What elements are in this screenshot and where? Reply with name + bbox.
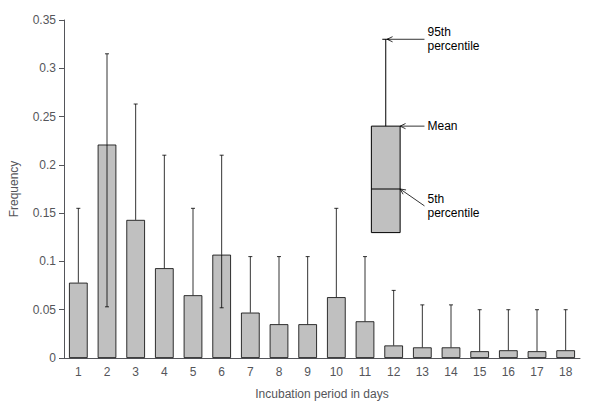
- svg-text:8: 8: [276, 365, 283, 379]
- svg-text:95th: 95th: [427, 25, 450, 39]
- svg-text:13: 13: [416, 365, 430, 379]
- svg-text:11: 11: [359, 365, 372, 379]
- svg-text:0.3: 0.3: [39, 61, 56, 75]
- svg-text:15: 15: [473, 365, 487, 379]
- svg-text:0.35: 0.35: [33, 13, 57, 27]
- svg-text:16: 16: [502, 365, 516, 379]
- svg-text:10: 10: [330, 365, 344, 379]
- svg-text:0.25: 0.25: [33, 110, 57, 124]
- svg-text:Frequency: Frequency: [7, 161, 21, 218]
- svg-text:6: 6: [218, 365, 225, 379]
- svg-text:0.05: 0.05: [33, 303, 57, 317]
- svg-text:14: 14: [444, 365, 458, 379]
- svg-text:3: 3: [132, 365, 139, 379]
- svg-text:Incubation period in days: Incubation period in days: [255, 387, 388, 401]
- svg-text:0.2: 0.2: [39, 158, 56, 172]
- svg-text:1: 1: [75, 365, 82, 379]
- svg-text:Mean: Mean: [427, 119, 457, 133]
- svg-text:4: 4: [161, 365, 168, 379]
- svg-text:18: 18: [559, 365, 573, 379]
- svg-text:percentile: percentile: [427, 206, 479, 220]
- svg-text:9: 9: [304, 365, 311, 379]
- svg-text:7: 7: [247, 365, 254, 379]
- svg-text:2: 2: [104, 365, 111, 379]
- svg-text:0: 0: [49, 351, 56, 365]
- svg-text:0.15: 0.15: [33, 206, 57, 220]
- svg-text:17: 17: [530, 365, 544, 379]
- svg-text:0.1: 0.1: [39, 254, 56, 268]
- svg-text:5th: 5th: [427, 192, 444, 206]
- svg-text:5: 5: [190, 365, 197, 379]
- svg-text:percentile: percentile: [427, 39, 479, 53]
- svg-text:12: 12: [387, 365, 401, 379]
